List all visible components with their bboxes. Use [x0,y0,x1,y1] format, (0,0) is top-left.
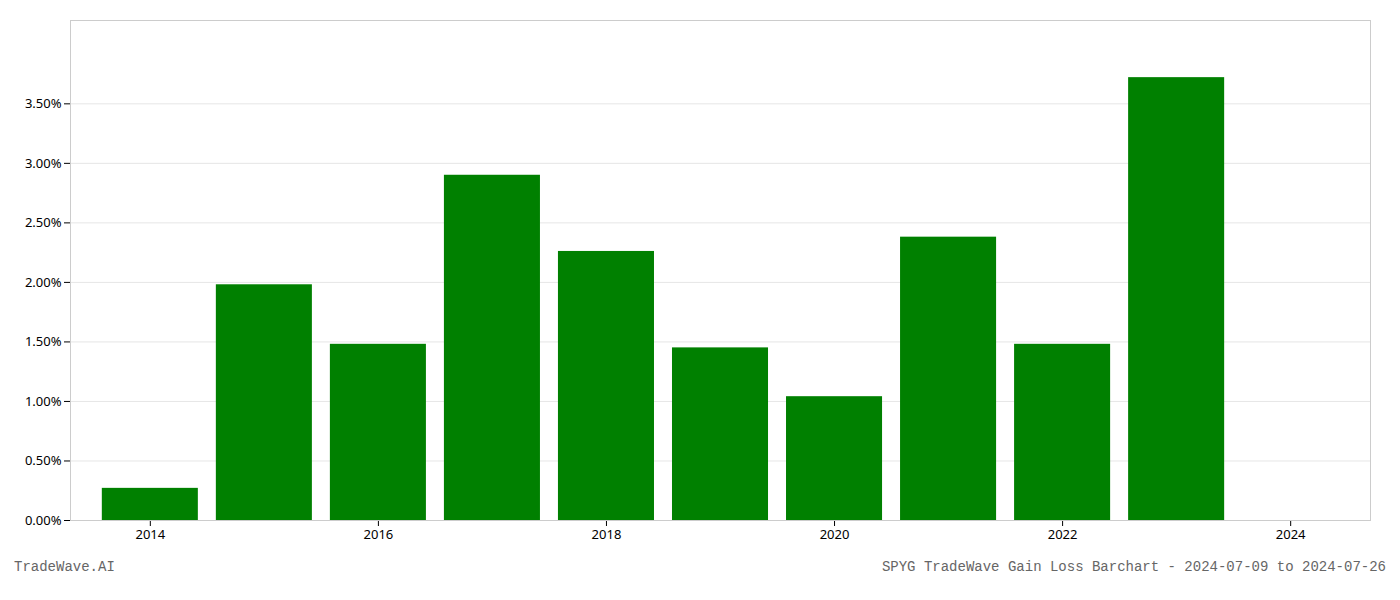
svg-text:2014: 2014 [135,525,165,543]
svg-text:2024: 2024 [1276,525,1306,543]
svg-text:3.50%: 3.50% [25,94,62,112]
svg-text:2022: 2022 [1048,525,1078,543]
svg-text:2016: 2016 [364,525,394,543]
svg-text:3.00%: 3.00% [25,154,62,172]
svg-text:1.00%: 1.00% [25,392,62,410]
html-text:SPYG TradeWave Gain Loss Barch: SPYG TradeWave Gain Loss Barchart - 2024… [881,559,1386,575]
svg-text:2020: 2020 [820,525,850,543]
svg-text:2018: 2018 [592,525,622,543]
svg-text:0.00%: 0.00% [25,511,62,529]
html-text:TradeWave.AI: TradeWave.AI [14,559,115,575]
svg-text:1.50%: 1.50% [25,332,62,350]
svg-text:2.50%: 2.50% [25,213,62,231]
svg-text:0.50%: 0.50% [25,451,62,469]
svg-text:2.00%: 2.00% [25,273,62,291]
